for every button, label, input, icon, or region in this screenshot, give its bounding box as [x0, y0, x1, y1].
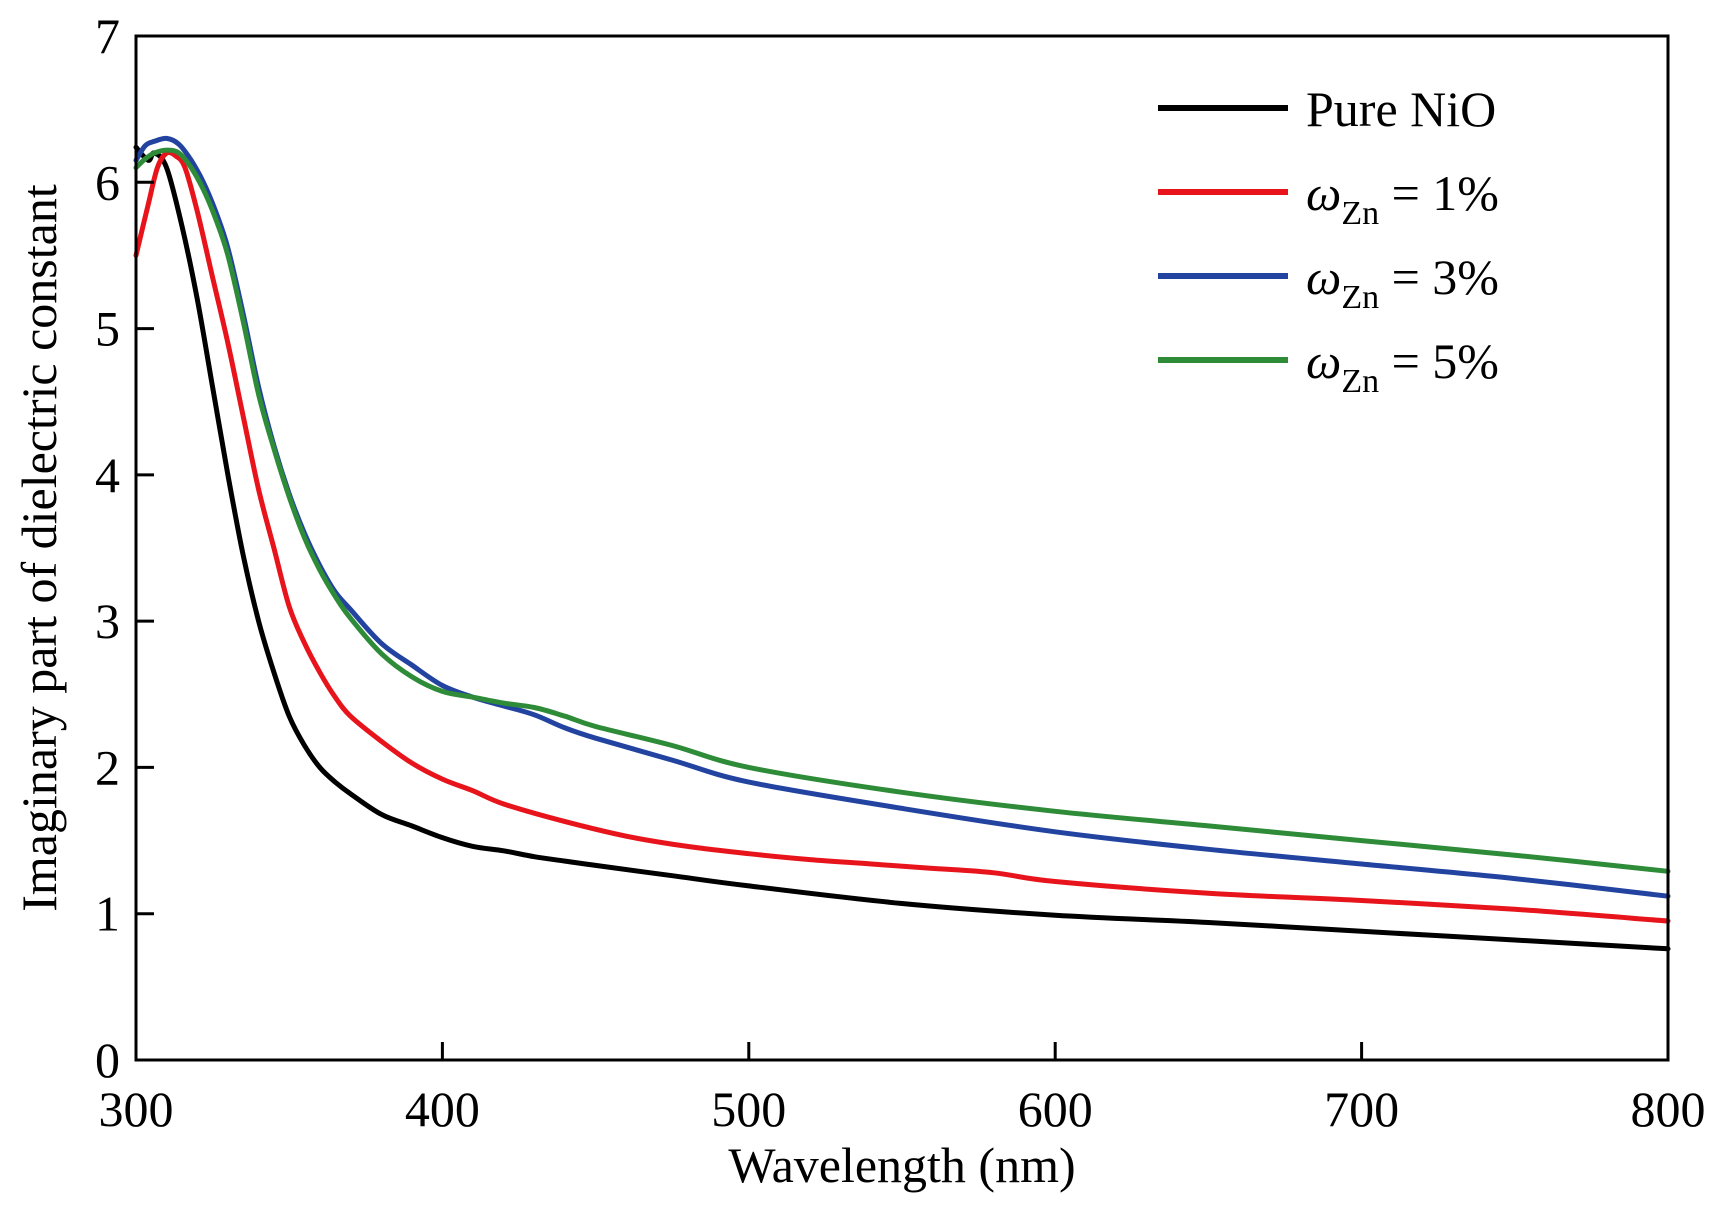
legend-label-4: ωZn = 5%	[1306, 333, 1499, 400]
y-tick-label: 6	[95, 154, 120, 210]
y-tick-label: 2	[95, 739, 120, 795]
series-line-2	[133, 149, 1671, 924]
x-tick-label: 600	[1018, 1081, 1093, 1137]
series-line-4	[133, 147, 1671, 874]
y-tick-label: 5	[95, 301, 120, 357]
x-tick-label: 300	[99, 1081, 174, 1137]
x-axis-title: Wavelength (nm)	[728, 1137, 1075, 1193]
legend-label-2: ωZn = 1%	[1306, 165, 1499, 232]
y-axis-title: Imaginary part of dielectric constant	[11, 184, 67, 912]
x-tick-label: 400	[405, 1081, 480, 1137]
legend-label-1: Pure NiO	[1306, 81, 1496, 137]
legend-label-3: ωZn = 3%	[1306, 249, 1499, 316]
y-tick-label: 7	[95, 8, 120, 64]
legend: Pure NiO ωZn = 1% ωZn = 3% ωZn = 5%	[1158, 81, 1499, 400]
series-layer	[133, 135, 1671, 952]
series-line-3	[133, 135, 1671, 899]
x-tick-label: 700	[1324, 1081, 1399, 1137]
y-tick-label: 3	[95, 593, 120, 649]
ticks-layer: 300 400 500 600 700 800 0 1 2 3 4 5 6 7	[95, 8, 1706, 1137]
y-tick-label: 1	[95, 886, 120, 942]
x-tick-label: 800	[1631, 1081, 1706, 1137]
x-tick-label: 500	[711, 1081, 786, 1137]
series-line-1	[133, 144, 1671, 952]
y-tick-label: 0	[95, 1032, 120, 1088]
y-tick-label: 4	[95, 447, 120, 503]
plot-frame	[134, 34, 1670, 1062]
